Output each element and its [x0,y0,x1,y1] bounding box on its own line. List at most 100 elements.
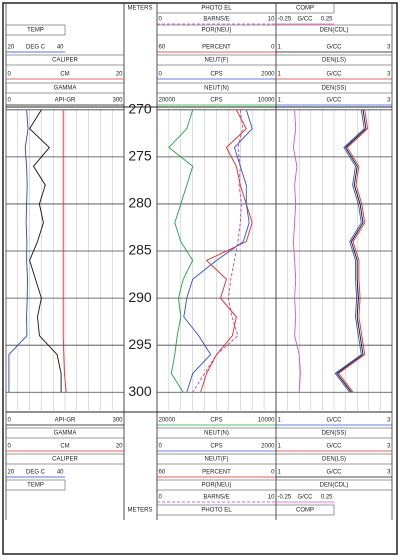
curve-name: NEUT(F) [205,58,229,64]
log-curve [29,109,62,393]
scale-max: 40 [57,45,64,51]
depth-tick-label: 280 [128,195,152,211]
scale-min: 0 [8,72,12,78]
scale-unit: G/CC [327,45,343,51]
scale-unit: CM [60,444,69,450]
log-curve [168,109,194,393]
curve-name-box [275,24,393,36]
scale-min: 0 [159,72,163,78]
scale-unit: PERCENT [202,470,231,476]
scale-unit: BARNS/E [203,495,229,501]
scale-min: 0 [159,495,163,501]
curve-name: POR(NEU) [202,28,232,34]
curve-name: GAMMA [54,431,77,437]
scale-unit: G/CC [298,495,314,501]
scale-unit: CPS [210,72,222,78]
scale-max: 0.25 [321,495,333,501]
scale-min: 20 [8,470,15,476]
log-curve [200,109,253,393]
scale-min: 20000 [159,418,176,424]
scale-min: 60 [159,470,166,476]
scale-min: 1 [278,470,282,476]
curve-name-box [5,479,66,491]
scale-max: 10 [268,17,275,23]
curve-name-box [275,453,393,465]
scale-unit: PERCENT [202,45,231,51]
curve-name: NEUT(F) [205,457,229,463]
scale-min: 0 [8,444,12,450]
scale-unit: CPS [210,444,222,450]
curve-name: PHOTO EL [201,508,232,514]
log-curve [292,109,301,393]
log-curve [334,109,365,393]
depth-label: METERS [127,6,152,12]
scale-unit: BARNS/E [203,17,229,23]
scale-unit: G/CC [327,98,343,104]
curve-name-box [275,54,393,66]
scale-max: 3 [387,45,391,51]
scale-min: 1 [278,444,282,450]
curve-name: COMP [296,508,314,514]
scale-min: 0 [8,98,12,104]
scale-unit: G/CC [327,444,343,450]
curve-name: DEN(LS) [322,58,346,64]
curve-name: CALIPER [52,58,78,64]
depth-label: METERS [127,508,152,514]
scale-min: 1 [278,418,282,424]
curve-name: POR(NEU) [202,483,232,489]
curve-name: DEN(SS) [322,86,347,92]
depth-tick-label: 295 [128,336,152,352]
curve-name-box [5,54,125,66]
scale-unit: G/CC [327,470,343,476]
scale-min: -0.25 [278,495,292,501]
curve-name: COMP [296,6,314,12]
scale-min: 1 [278,72,282,78]
scale-min: -0.25 [278,17,292,23]
log-curve [337,109,369,393]
curve-name: DEN(SS) [322,431,347,437]
curve-name-box [5,82,125,94]
log-curve [8,109,29,393]
curve-name: CALIPER [52,457,78,463]
depth-tick-label: 300 [128,383,152,399]
curve-name-box [275,2,335,14]
scale-unit: CPS [210,98,222,104]
curve-name: PHOTO EL [201,6,232,12]
curve-name-box [275,479,393,491]
curve-name-box [5,24,66,36]
scale-min: 60 [159,45,166,51]
curve-name: DEN(CDL) [320,28,349,34]
log-curve [183,109,253,393]
scale-unit: API-GR [55,418,76,424]
scale-min: 20 [8,45,15,51]
scale-max: 3 [387,470,391,476]
scale-max: 40 [57,470,64,476]
log-curve [62,109,67,393]
scale-max: 2000 [261,72,275,78]
scale-min: 0 [159,17,163,23]
curve-name: NEUT(N) [204,431,229,437]
log-curve [336,109,367,393]
curve-name: DEN(CDL) [320,483,349,489]
scale-max: 20 [116,72,123,78]
curve-name: NEUT(N) [204,86,229,92]
scale-unit: CPS [210,418,222,424]
scale-max: 0.25 [321,17,333,23]
scale-max: 300 [112,418,123,424]
scale-unit: DEG C [26,45,46,51]
scale-unit: CM [60,72,69,78]
scale-max: 3 [387,418,391,424]
scale-min: 0 [8,418,12,424]
scale-max: 10000 [258,418,275,424]
scale-min: 20000 [159,98,176,104]
scale-max: 10 [268,495,275,501]
scale-max: 3 [387,98,391,104]
curve-name: TEMP [27,28,44,34]
depth-tick-label: 270 [128,101,152,117]
depth-tick-label: 275 [128,148,152,164]
scale-unit: G/CC [327,418,343,424]
scale-unit: DEG C [26,470,46,476]
scale-max: 0 [271,45,275,51]
scale-max: 2000 [261,444,275,450]
